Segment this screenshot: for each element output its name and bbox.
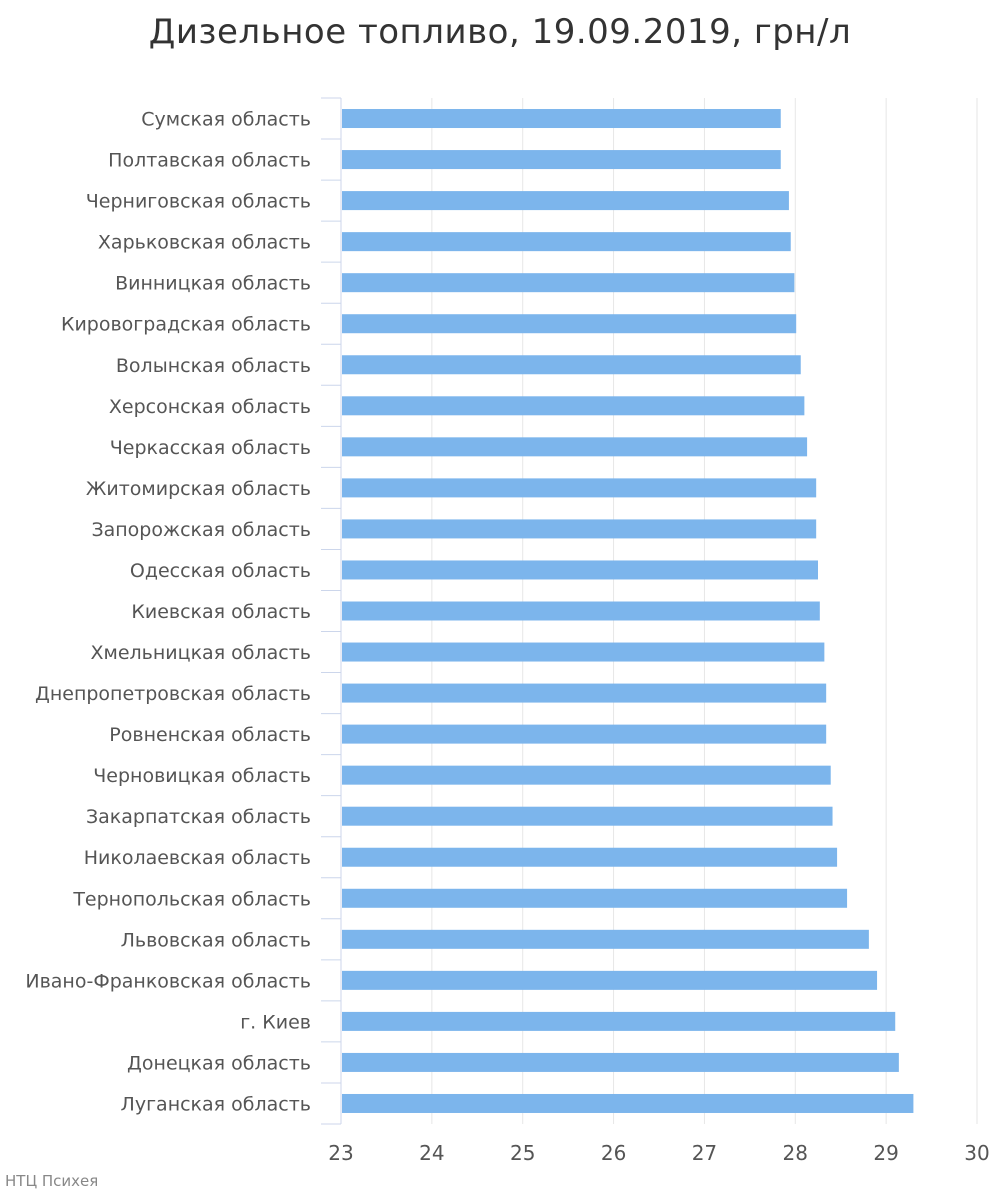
bar[interactable] [342,642,825,662]
bar[interactable] [342,970,878,990]
bar[interactable] [342,191,789,211]
category-label: Черновицкая область [93,765,311,787]
category-label: Кировоградская область [61,314,311,336]
category-label: Закарпатская область [86,806,311,828]
category-label: Одесская область [130,560,311,582]
bar[interactable] [342,847,838,867]
x-tick-label: 24 [419,1141,444,1165]
bar[interactable] [342,888,848,908]
bar[interactable] [342,396,805,416]
category-label: Сумская область [141,109,311,131]
x-tick-label: 28 [783,1141,808,1165]
category-label: Черниговская область [86,191,311,213]
category-label: Полтавская область [108,150,311,172]
category-label: Запорожская область [91,519,311,541]
category-label: Львовская область [121,929,311,951]
category-labels: Сумская область Полтавская область Черниго… [25,109,311,1116]
x-tick-label: 30 [964,1141,989,1165]
category-label: Николаевская область [84,847,311,869]
x-tick-label: 23 [328,1141,353,1165]
category-label: Днепропетровская область [35,683,311,705]
x-tick-label: 27 [692,1141,717,1165]
category-axis [321,97,342,1125]
category-label: Тернопольская область [72,888,311,910]
bar[interactable] [342,437,808,457]
bars [342,109,914,1113]
bar[interactable] [342,765,831,785]
x-tick-label: 25 [510,1141,535,1165]
category-label: Луганская область [121,1093,311,1115]
category-label: Житомирская область [86,478,311,500]
bar[interactable] [342,724,827,744]
x-tick-label: 29 [873,1141,898,1165]
category-label: Винницкая область [115,273,311,295]
category-label: Ивано-Франковская область [25,970,311,992]
bar[interactable] [342,314,797,334]
bar[interactable] [342,1011,896,1031]
category-label: Черкасская область [110,437,311,459]
source-credit: НТЦ Психея [5,1172,99,1190]
category-label: Ровненская область [109,724,311,746]
bar[interactable] [342,355,801,375]
bar[interactable] [342,273,795,293]
bar[interactable] [342,806,833,826]
bar[interactable] [342,560,818,580]
category-label: Волынская область [116,355,311,377]
bar[interactable] [342,150,781,170]
category-label: Херсонская область [109,396,311,418]
bar[interactable] [342,232,791,252]
bar[interactable] [342,519,817,539]
bar[interactable] [342,1052,899,1072]
bar[interactable] [342,601,820,621]
bar[interactable] [342,109,781,129]
category-label: Хмельницкая область [90,642,311,664]
bar[interactable] [342,683,827,703]
category-label: Харьковская область [98,232,311,254]
category-label: Донецкая область [127,1052,311,1074]
bar[interactable] [342,478,817,498]
category-label: г. Киев [240,1011,311,1033]
x-tick-label: 26 [601,1141,626,1165]
category-label: Киевская область [131,601,311,623]
chart-title: Дизельное топливо, 19.09.2019, грн/л [148,12,852,52]
value-axis-labels: 23 24 25 26 27 28 29 30 [328,1141,989,1165]
bar[interactable] [342,929,869,949]
bar[interactable] [342,1093,914,1113]
